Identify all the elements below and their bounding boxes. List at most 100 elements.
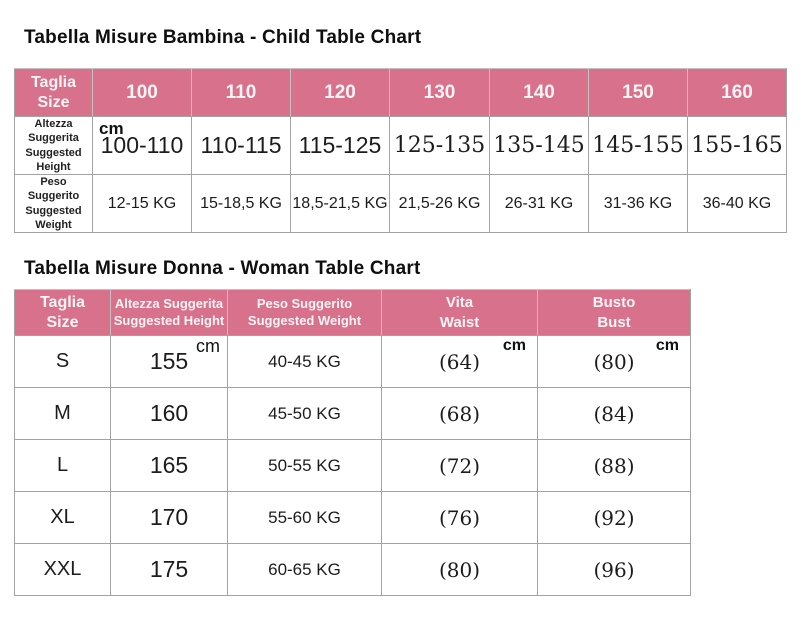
woman-table-title: Tabella Misure Donna - Woman Table Chart xyxy=(24,258,421,279)
height-value: 155-165 xyxy=(691,133,783,159)
woman-header-vita: Vita Waist xyxy=(381,289,538,336)
child-height-row-label: Altezza Suggerita Suggested Height xyxy=(14,115,93,176)
row-label-line: Weight xyxy=(35,219,72,232)
woman-header-busto: Busto Bust xyxy=(537,289,691,336)
weight-value: 18,5-21,5 KG xyxy=(292,194,388,212)
row-label-line: Altezza xyxy=(34,118,73,130)
header-line: Suggested Weight xyxy=(247,312,362,328)
header-line: Taglia xyxy=(39,293,86,311)
height-cell: cm 155 xyxy=(110,335,228,388)
weight-value: 50-55 KG xyxy=(268,455,341,475)
weight-value: 55-60 KG xyxy=(268,507,341,527)
row-label-line: Height xyxy=(36,160,71,173)
child-weight-row-label: Peso Suggerito Suggested Weight xyxy=(14,174,93,234)
child-height-cell: 135-145 xyxy=(489,115,589,176)
bust-value: (92) xyxy=(593,505,635,530)
waist-cell: (68) xyxy=(381,387,538,440)
header-line: Waist xyxy=(439,313,480,331)
height-value: 135-145 xyxy=(493,133,585,159)
weight-value: 26-31 KG xyxy=(504,194,574,212)
child-size-column-header: 160 xyxy=(687,68,787,117)
woman-header-taglia: Taglia Size xyxy=(14,289,111,336)
row-label-line: Suggerita xyxy=(28,132,79,145)
child-weight-cell: 21,5-26 KG xyxy=(389,174,490,234)
child-size-table: Taglia Size 100 110 120 130 140 150 160 … xyxy=(14,68,787,234)
child-weight-cell: 26-31 KG xyxy=(489,174,589,234)
child-weight-row: Peso Suggerito Suggested Weight 12-15 KG… xyxy=(14,174,787,234)
waist-value: (72) xyxy=(438,453,481,478)
weight-cell: 50-55 KG xyxy=(227,439,382,492)
waist-cell: cm (64) xyxy=(381,335,538,388)
child-height-cell: 125-135 xyxy=(389,115,490,176)
weight-value: 15-18,5 KG xyxy=(200,194,282,212)
header-line: Vita xyxy=(445,294,474,311)
header-line: Peso Suggerito xyxy=(256,295,353,311)
bust-value: (96) xyxy=(593,557,635,582)
woman-header-altezza: Altezza Suggerita Suggested Height xyxy=(110,289,228,336)
weight-value: 40-45 KG xyxy=(268,351,341,371)
height-value: 100-110 xyxy=(100,132,184,159)
woman-table-row-xl: XL 170 55-60 KG (76) (92) xyxy=(14,491,691,544)
height-cell: 170 xyxy=(110,491,228,544)
waist-value: (68) xyxy=(438,401,481,426)
size-cell: L xyxy=(14,439,111,492)
child-height-cell: 155-165 xyxy=(687,115,787,176)
height-value: 175 xyxy=(149,556,189,582)
height-value: 155 xyxy=(149,348,189,374)
child-size-column-header: 110 xyxy=(191,68,291,117)
woman-header-peso: Peso Suggerito Suggested Weight xyxy=(227,289,382,336)
waist-value: (64) xyxy=(438,349,481,374)
bust-cell: (88) xyxy=(537,439,691,492)
bust-value: (84) xyxy=(593,401,635,426)
waist-value: (80) xyxy=(438,557,481,582)
child-table-title: Tabella Misure Bambina - Child Table Cha… xyxy=(24,27,422,48)
child-weight-cell: 31-36 KG xyxy=(588,174,688,234)
weight-value: 36-40 KG xyxy=(702,194,772,212)
child-weight-cell: 36-40 KG xyxy=(687,174,787,234)
size-cell: S xyxy=(14,335,111,388)
weight-value: 31-36 KG xyxy=(603,194,673,212)
child-height-cell: 110-115 xyxy=(191,115,291,176)
waist-cell: (72) xyxy=(381,439,538,492)
weight-value: 60-65 KG xyxy=(268,559,341,579)
height-value: 170 xyxy=(149,504,189,530)
child-size-column-header: 130 xyxy=(389,68,490,117)
cm-unit-label: cm xyxy=(99,119,124,138)
child-weight-cell: 15-18,5 KG xyxy=(191,174,291,234)
size-value: L xyxy=(56,454,69,476)
size-cell: XL xyxy=(14,491,111,544)
weight-value: 21,5-26 KG xyxy=(398,194,481,212)
waist-cell: (80) xyxy=(381,543,538,596)
header-line: Bust xyxy=(597,313,631,331)
woman-table-header-row: Taglia Size Altezza Suggerita Suggested … xyxy=(14,289,691,336)
bust-value: (80) xyxy=(593,349,635,374)
cm-unit-label: cm xyxy=(655,337,679,354)
size-value: S xyxy=(55,350,70,372)
woman-table-row-xxl: XXL 175 60-65 KG (80) (96) xyxy=(14,543,691,596)
child-corner-cell: Taglia Size xyxy=(14,68,93,117)
size-cell: XXL xyxy=(14,543,111,596)
height-cell: 165 xyxy=(110,439,228,492)
height-value: 115-125 xyxy=(298,132,382,159)
weight-cell: 45-50 KG xyxy=(227,387,382,440)
weight-value: 45-50 KG xyxy=(268,403,341,423)
weight-cell: 55-60 KG xyxy=(227,491,382,544)
child-height-cell: 145-155 xyxy=(588,115,688,176)
bust-cell: (84) xyxy=(537,387,691,440)
row-label-line: Suggested xyxy=(25,146,82,159)
woman-table-row-m: M 160 45-50 KG (68) (84) xyxy=(14,387,691,440)
waist-value: (76) xyxy=(438,505,481,530)
woman-size-table: Taglia Size Altezza Suggerita Suggested … xyxy=(14,289,691,596)
size-value: XXL xyxy=(43,558,82,580)
row-label-line: Peso xyxy=(40,176,67,189)
waist-cell: (76) xyxy=(381,491,538,544)
child-size-column-header: 100 xyxy=(92,68,192,117)
height-cell: 160 xyxy=(110,387,228,440)
child-table-header-row: Taglia Size 100 110 120 130 140 150 160 xyxy=(14,68,787,117)
cm-unit-label: cm xyxy=(196,336,220,356)
child-height-cell: cm 100-110 xyxy=(92,115,192,176)
row-label-line: Suggested xyxy=(25,204,82,217)
child-size-column-header: 120 xyxy=(290,68,390,117)
weight-value: 12-15 KG xyxy=(107,194,177,212)
